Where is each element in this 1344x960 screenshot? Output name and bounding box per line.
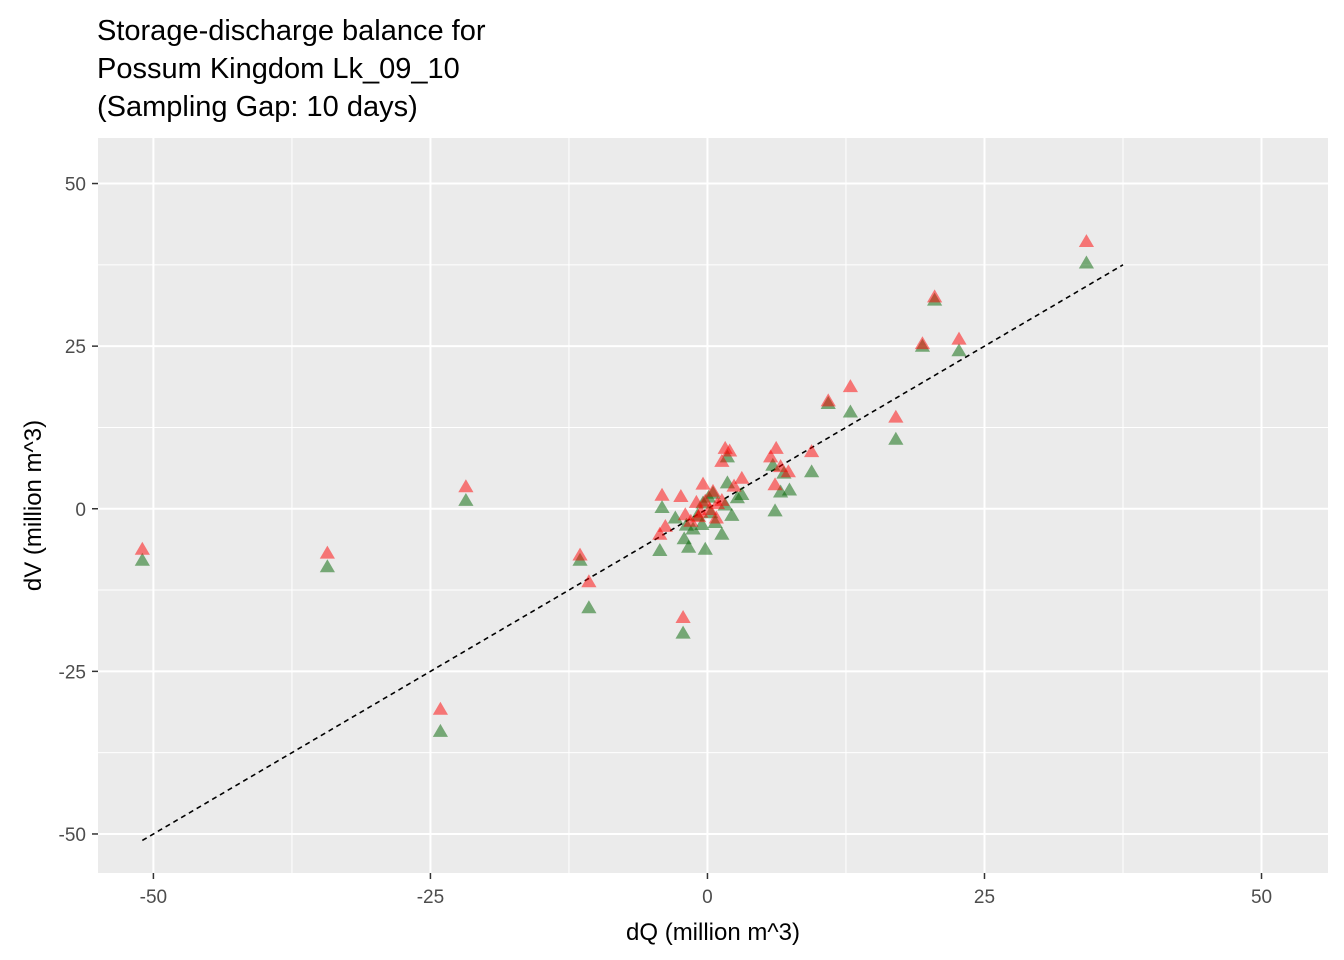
triangle-point (697, 541, 713, 555)
triangle-point (714, 453, 730, 467)
x-tick-label: 0 (702, 887, 713, 908)
triangle-point (768, 440, 784, 454)
x-tick-label: 50 (1251, 887, 1272, 908)
triangle-point (319, 559, 335, 573)
triangle-point (654, 487, 670, 501)
triangle-point (319, 545, 335, 559)
triangle-point (572, 547, 588, 561)
triangle-point (722, 443, 738, 457)
triangle-point (842, 379, 859, 393)
x-tick-label: -50 (140, 887, 167, 908)
triangle-point (780, 464, 796, 478)
x-tick-label: -25 (417, 887, 444, 908)
triangle-point (1078, 234, 1095, 248)
triangle-point (734, 470, 750, 484)
triangle-point (581, 574, 597, 588)
triangle-point (690, 509, 707, 523)
triangle-point (702, 502, 718, 516)
triangle-point (458, 492, 474, 506)
triangle-point (772, 459, 789, 473)
chart-title: Storage-discharge balance for Possum Kin… (97, 12, 486, 126)
x-axis-title: dQ (million m^3) (626, 919, 800, 946)
triangle-point (432, 701, 449, 715)
triangle-point (134, 541, 150, 555)
y-tick-label: 50 (65, 175, 86, 196)
triangle-point (951, 331, 967, 345)
triangle-point (705, 483, 721, 497)
data-points (134, 234, 1095, 737)
triangle-point (652, 526, 668, 540)
chart-title-line-1: Storage-discharge balance for (97, 15, 486, 47)
triangle-point (685, 521, 701, 535)
triangle-point (804, 444, 820, 458)
triangle-point (657, 518, 673, 532)
grid-lines (98, 138, 1328, 873)
triangle-point (726, 478, 742, 492)
triangle-point (714, 526, 730, 540)
triangle-point (781, 482, 798, 496)
triangle-point (763, 449, 779, 463)
triangle-point (724, 507, 740, 521)
triangle-point (695, 476, 711, 490)
triangle-point (767, 503, 783, 517)
y-axis-title: dV (million m^3) (20, 420, 47, 591)
y-tick-label: 25 (65, 337, 86, 358)
triangle-point (675, 610, 691, 623)
reference-line (141, 264, 1124, 842)
triangle-point (820, 393, 836, 407)
triangle-point (654, 500, 670, 514)
triangle-point (673, 489, 689, 503)
triangle-point (667, 510, 683, 524)
triangle-point (767, 477, 783, 491)
triangle-point (683, 513, 699, 527)
triangle-point (951, 343, 967, 357)
triangle-point (734, 487, 750, 501)
triangle-point (652, 543, 668, 556)
triangle-point (804, 464, 820, 478)
x-tick-label: 25 (974, 887, 995, 908)
chart-title-line-2: Possum Kingdom Lk_09_10 (97, 53, 460, 85)
triangle-point (581, 600, 597, 614)
triangle-point (708, 510, 724, 524)
triangle-point (681, 539, 697, 553)
triangle-point (458, 479, 474, 493)
y-tick-label: 0 (75, 500, 86, 521)
triangle-point (432, 723, 449, 737)
triangle-point (675, 625, 691, 639)
chart-title-line-3: (Sampling Gap: 10 days) (97, 91, 418, 123)
triangle-point (134, 552, 150, 566)
triangle-point (842, 404, 859, 418)
y-tick-label: -25 (59, 662, 86, 683)
axis-ticks: -50 -25 0 25 50 -50 -25 0 25 50 (59, 175, 1273, 908)
triangle-point (927, 289, 943, 303)
triangle-point (888, 409, 904, 423)
triangle-point (914, 336, 931, 350)
triangle-point (694, 517, 710, 530)
y-tick-label: -50 (59, 825, 86, 846)
triangle-point (714, 492, 730, 506)
triangle-point (888, 431, 904, 445)
triangle-point (1078, 255, 1095, 269)
